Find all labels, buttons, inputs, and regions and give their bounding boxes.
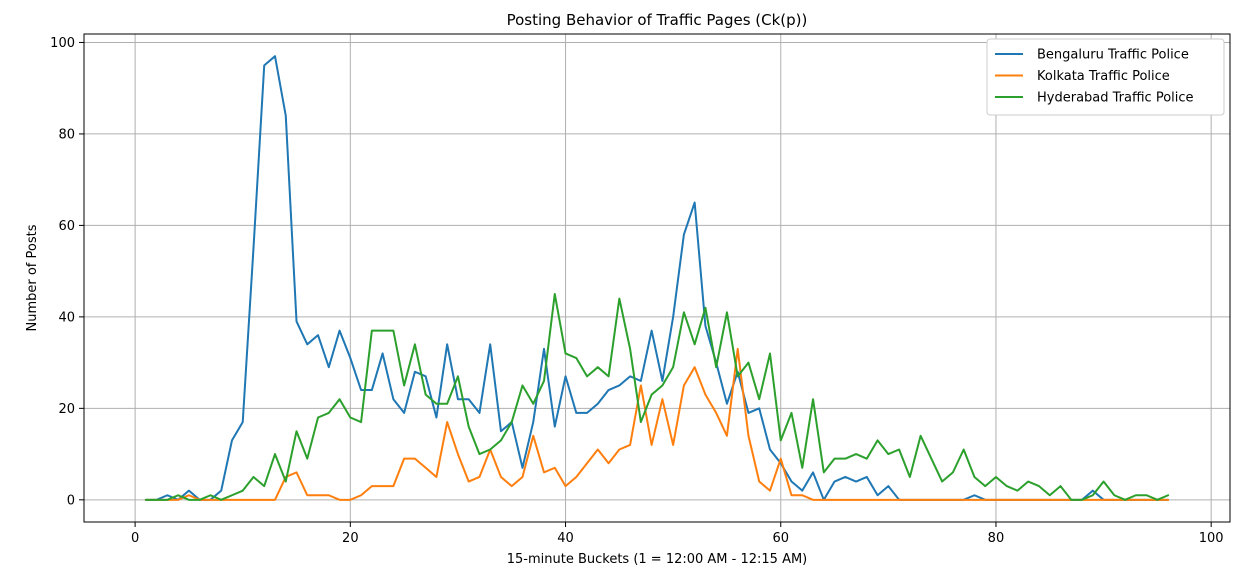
x-tick-label: 60 (772, 531, 789, 546)
legend-box (986, 38, 1225, 116)
y-tick-label: 20 (58, 402, 75, 417)
x-tick-label: 20 (342, 531, 359, 546)
legend-label: Kolkata Traffic Police (1037, 69, 1170, 84)
legend-label: Bengaluru Traffic Police (1037, 48, 1189, 63)
y-tick-label: 100 (50, 36, 75, 51)
plot-area-frame (83, 33, 1231, 523)
series-lines (144, 55, 1170, 501)
legend-label: Hyderabad Traffic Police (1037, 91, 1194, 106)
series-line-3 (144, 293, 1170, 501)
x-axis-label: 15-minute Buckets (1 = 12:00 AM - 12:15 … (507, 552, 808, 567)
x-tick-label: 80 (988, 531, 1005, 546)
series-line-2 (144, 347, 1170, 501)
y-tick-label: 0 (67, 493, 75, 508)
axis-ticks: 0 20 40 60 80 100 0 20 40 60 80 100 (50, 36, 1223, 546)
x-tick-label: 40 (557, 531, 574, 546)
y-tick-label: 40 (58, 310, 75, 325)
legend: Bengaluru Traffic Police Kolkata Traffic … (986, 38, 1225, 116)
x-tick-label: 100 (1199, 531, 1224, 546)
y-axis-label: Number of Posts (25, 224, 40, 331)
chart-title: Posting Behavior of Traffic Pages (Ck(p)… (507, 11, 808, 29)
y-tick-label: 60 (58, 219, 75, 234)
y-tick-label: 80 (58, 127, 75, 142)
x-tick-label: 0 (131, 531, 139, 546)
